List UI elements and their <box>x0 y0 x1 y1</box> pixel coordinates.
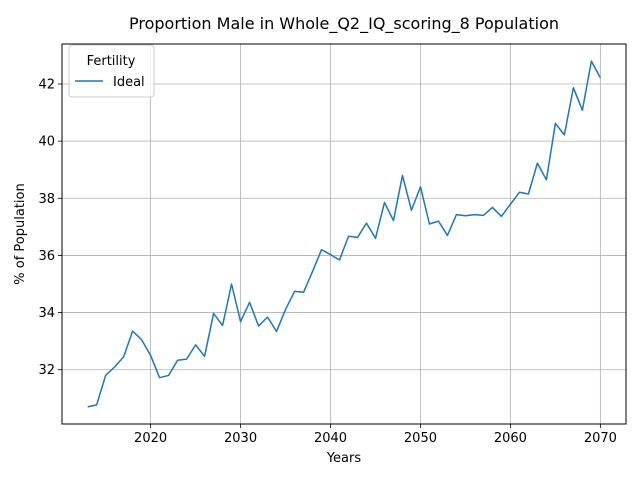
legend-label-ideal: Ideal <box>113 75 145 90</box>
legend: Fertility Ideal <box>68 44 155 98</box>
y-axis-label: % of Population <box>13 183 28 284</box>
x-axis-label: Years <box>326 451 362 466</box>
y-tick-label: 34 <box>38 306 55 321</box>
x-tick-label: 2070 <box>584 431 617 446</box>
series-line-ideal <box>87 60 602 408</box>
y-tick-label: 40 <box>38 135 55 150</box>
y-tick-label: 38 <box>38 192 55 207</box>
x-tick-label: 2060 <box>494 431 527 446</box>
axes-frame <box>61 43 627 425</box>
x-tick-label: 2020 <box>134 431 167 446</box>
y-tick-label: 42 <box>38 78 55 93</box>
x-tick-label: 2050 <box>404 431 437 446</box>
chart-title: Proportion Male in Whole_Q2_IQ_scoring_8… <box>129 14 559 34</box>
legend-box <box>68 44 155 98</box>
x-tick-label: 2040 <box>314 431 347 446</box>
ticks: 2020 2030 2040 2050 2060 2070 32 34 36 38 40 42 <box>38 78 616 447</box>
y-tick-label: 36 <box>38 249 55 264</box>
legend-title: Fertility <box>87 54 136 69</box>
grid <box>62 44 626 424</box>
series-layer <box>87 60 602 408</box>
y-tick-label: 32 <box>38 363 55 378</box>
x-tick-label: 2030 <box>224 431 257 446</box>
